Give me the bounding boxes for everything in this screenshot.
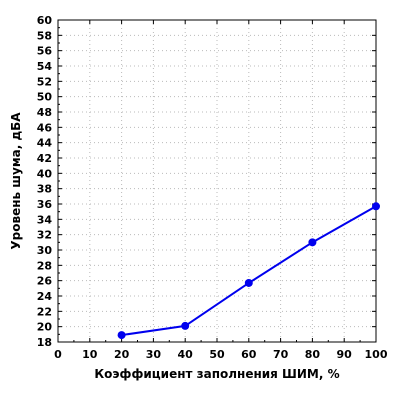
y-tick-label: 28 xyxy=(37,259,52,272)
y-tick-label: 26 xyxy=(37,275,53,288)
axis-ticks xyxy=(57,19,377,343)
grid xyxy=(58,20,376,342)
series-line xyxy=(121,205,377,337)
y-tick-label: 18 xyxy=(37,336,52,349)
y-tick-label: 40 xyxy=(37,167,53,180)
y-tick-label: 38 xyxy=(37,183,52,196)
x-tick-label: 70 xyxy=(273,348,289,361)
y-tick-label: 56 xyxy=(37,45,53,58)
y-tick-label: 30 xyxy=(37,244,53,257)
x-tick-label: 80 xyxy=(305,348,321,361)
y-tick-label: 54 xyxy=(37,60,53,73)
x-tick-label: 50 xyxy=(209,348,225,361)
x-tick-labels: 0 10 20 30 40 50 60 70 80 90 100 xyxy=(54,348,388,361)
data-point xyxy=(372,202,380,211)
data-point xyxy=(308,238,317,247)
x-tick-label: 0 xyxy=(54,348,62,361)
y-tick-label: 22 xyxy=(37,305,52,318)
y-tick-label: 24 xyxy=(37,290,53,303)
y-tick-label: 50 xyxy=(37,91,53,104)
x-tick-label: 40 xyxy=(178,348,194,361)
y-tick-label: 60 xyxy=(37,14,53,27)
y-tick-label: 34 xyxy=(37,213,53,226)
x-tick-label: 30 xyxy=(146,348,162,361)
data-point xyxy=(244,278,253,287)
x-tick-label: 100 xyxy=(365,348,388,361)
y-tick-label: 32 xyxy=(37,229,52,242)
y-tick-label: 44 xyxy=(37,137,53,150)
x-tick-label: 60 xyxy=(241,348,257,361)
x-tick-label: 20 xyxy=(114,348,130,361)
data-point xyxy=(181,321,190,330)
y-tick-label: 48 xyxy=(37,106,52,119)
data-point xyxy=(117,331,126,340)
x-tick-label: 10 xyxy=(82,348,98,361)
y-tick-labels: 18 20 22 24 26 28 30 32 34 36 38 40 42 44 46 48 50 52 54 56… xyxy=(37,14,53,349)
y-tick-label: 20 xyxy=(37,321,53,334)
y-tick-label: 42 xyxy=(37,152,52,165)
y-tick-label: 52 xyxy=(37,75,52,88)
y-tick-label: 36 xyxy=(37,198,53,211)
y-tick-label: 58 xyxy=(37,29,52,42)
y-axis-label: Уровень шума, дБА xyxy=(9,112,23,250)
x-axis-label: Коэффициент заполнения ШИМ, % xyxy=(94,367,339,381)
series-layer xyxy=(117,202,380,340)
x-tick-label: 90 xyxy=(337,348,353,361)
y-tick-label: 46 xyxy=(37,121,53,134)
